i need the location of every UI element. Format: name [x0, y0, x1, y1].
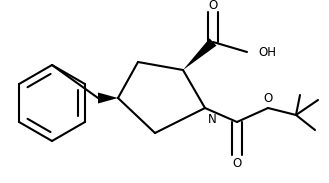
- Text: O: O: [232, 157, 241, 170]
- Polygon shape: [183, 38, 216, 70]
- Text: OH: OH: [258, 46, 276, 59]
- Text: O: O: [264, 92, 273, 105]
- Text: O: O: [208, 0, 217, 12]
- Polygon shape: [98, 92, 118, 104]
- Text: N: N: [208, 113, 217, 126]
